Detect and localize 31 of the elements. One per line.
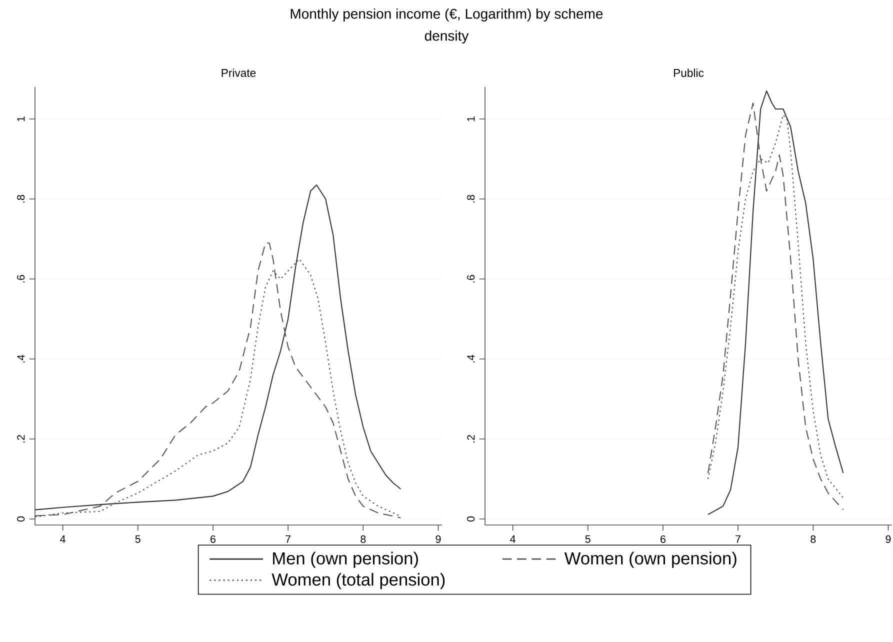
x-tick-label: 5: [135, 535, 140, 543]
x-tick-label: 6: [660, 535, 666, 543]
y-tick-label: 1: [17, 116, 25, 122]
y-tick-label: .4: [17, 354, 25, 362]
y-tick-label: .2: [17, 435, 25, 442]
chart-title: Public: [674, 68, 704, 77]
x-tick-label: 8: [810, 535, 816, 543]
x-tick-label: 9: [436, 535, 441, 543]
y-tick-label: .4: [467, 354, 475, 362]
x-tick-label: 5: [585, 535, 590, 543]
y-tick-label: .6: [17, 275, 25, 282]
y-tick-label: .8: [467, 195, 475, 202]
y-tick-label: 0: [467, 516, 475, 522]
y-tick-label: 1: [467, 116, 475, 122]
y-axis-title: density: [424, 30, 469, 44]
x-tick-label: 9: [886, 535, 891, 543]
x-tick-label: 6: [210, 535, 216, 543]
legend-label: Women (total pension): [272, 572, 445, 590]
legend-label: Women (own pension): [564, 552, 736, 568]
text: Monthly pension income (€, Logarithm) by scheme: [290, 8, 603, 22]
x-tick-label: 7: [286, 535, 290, 543]
x-tick-label: 4: [510, 535, 516, 543]
chart-title: Private: [222, 68, 256, 77]
y-tick-label: .8: [17, 195, 25, 202]
y-tick-label: .2: [467, 435, 475, 442]
x-tick-label: 4: [60, 535, 66, 543]
x-tick-label: 8: [360, 535, 366, 543]
legend-label: Men (own pension): [273, 552, 418, 568]
x-tick-label: 7: [736, 535, 740, 543]
y-tick-label: .6: [467, 275, 475, 282]
y-tick-label: 0: [17, 516, 25, 522]
